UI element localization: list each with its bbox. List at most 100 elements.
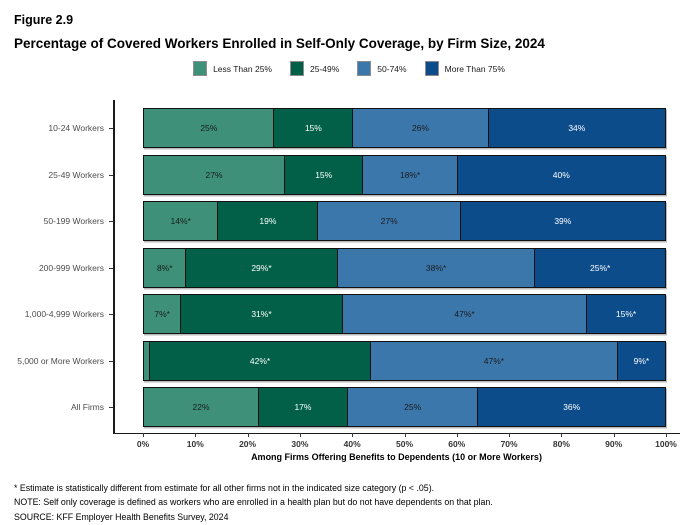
x-tick-mark [404,433,406,437]
x-tick-label: 60% [448,439,466,449]
bar-segment: 19% [217,201,319,241]
segment-value-label: 25% [200,123,218,133]
category-label: All Firms [70,402,104,412]
bar-segment: 36% [477,387,666,427]
legend-item-0: Less Than 25% [193,61,272,76]
segment-value-label: 8%* [156,262,173,273]
segment-value-label: 15% [304,123,322,133]
legend-label: Less Than 25% [213,63,272,74]
footnote-asterisk: * Estimate is statistically different fr… [14,483,435,493]
x-tick-mark [666,433,667,437]
x-tick-mark [143,433,144,437]
segment-value-label: 19% [259,216,277,226]
bar-segment: 39% [459,201,666,241]
table-row: 25% 15% 26% 34% [143,108,666,148]
x-tick-mark [299,433,301,437]
category-label: 50-199 Workers [43,216,104,226]
segment-value-label: 15%* [615,309,637,319]
x-tick-mark [195,433,197,437]
bar-segment: 31%* [180,294,343,334]
figure-number: Figure 2.9 [14,13,74,27]
legend-label: 50-74% [377,63,407,74]
x-tick-mark [456,433,458,437]
bar-segment: 17% [257,387,349,427]
x-tick-label: 50% [395,439,413,449]
table-row: 22% 17% 25% 36% [143,387,666,427]
bar-segment: 27% [317,201,461,241]
bar-segment: 47%* [341,294,588,334]
bar-segment: 15% [283,154,364,195]
legend-swatch-icon [289,61,304,76]
bar-segment: 26% [352,108,489,148]
x-tick-mark [247,433,249,437]
segment-value-label: 7%* [154,309,170,319]
footnote-note: NOTE: Self only coverage is defined as w… [14,497,493,508]
segment-value-label: 38%* [425,262,447,273]
segment-value-label: 9%* [633,355,650,366]
segment-value-label: 15% [315,169,333,180]
bar-segment: 42%* [149,340,372,381]
legend-swatch-icon [193,61,208,76]
category-label: 1,000-4,999 Workers [24,309,104,319]
segment-value-label: 40% [552,169,570,180]
table-row: 14%* 19% 27% 39% [143,201,666,241]
y-tick-mark [109,314,113,315]
segment-value-label: 47%* [483,355,505,366]
y-axis-line [113,100,115,433]
x-tick-label: 80% [552,439,570,449]
x-tick-label: 40% [343,439,361,449]
legend-item-1: 25-49% [289,61,340,76]
bar-segment: 7%* [143,294,182,334]
bar-segment: 22% [143,387,260,427]
category-label: 10-24 Workers [48,123,104,133]
y-tick-mark [109,128,113,129]
bar-segment: 47%* [369,340,619,381]
segment-value-label: 18%* [399,169,421,180]
x-axis-line [113,432,680,434]
table-row: 7%* 31%* 47%* 15%* [143,294,666,334]
y-tick-mark [109,360,113,362]
x-tick-label: 30% [291,439,309,449]
legend-label: 25-49% [309,63,340,74]
y-tick-mark [109,221,113,222]
x-tick-mark [509,433,511,437]
y-tick-mark [109,174,113,176]
footnotes: * Estimate is statistically different fr… [14,481,694,524]
x-tick-label: 0% [136,439,150,449]
x-tick-label: 20% [239,439,257,449]
category-label: 25-49 Workers [48,169,104,180]
legend-label: More Than 75% [444,63,505,74]
segment-value-label: 22% [192,402,210,412]
bar-segment: 25%* [534,247,666,288]
y-tick-mark [109,267,113,269]
legend: Less Than 25% 25-49% 50-74% More Than 75% [0,61,698,76]
x-tick-mark [352,433,354,437]
bar-segment: 34% [487,108,666,148]
category-label: 200-999 Workers [38,262,104,273]
x-tick-label: 70% [500,439,518,449]
segment-value-label: 36% [563,402,581,412]
segment-value-label: 31%* [251,309,272,319]
x-tick-label: 90% [605,439,623,449]
footnote-source: SOURCE: KFF Employer Health Benefits Sur… [14,511,229,522]
bar-segment: 25% [346,387,479,427]
segment-value-label: 14%* [170,216,191,226]
segment-value-label: 39% [554,216,572,226]
table-row: 27% 15% 18%* 40% [143,154,666,195]
bar-segment: 27% [143,154,286,195]
segment-value-label: 25% [404,402,422,412]
table-row: 8%* 29%* 38%* 25%* [143,247,666,288]
bar-segment: 40% [456,154,666,195]
segment-value-label: 26% [411,123,429,133]
bar-segment: 15%* [586,294,666,334]
segment-value-label: 25%* [590,262,611,273]
segment-value-label: 34% [568,123,586,133]
segment-value-label: 47%* [454,309,475,319]
legend-swatch-icon [357,61,372,76]
page-title: Percentage of Covered Workers Enrolled i… [14,36,545,51]
bar-segment: 25% [143,108,275,148]
segment-value-label: 29%* [251,262,272,273]
x-axis-title: Among Firms Offering Benefits to Depende… [251,452,542,462]
segment-value-label: 27% [380,216,398,226]
